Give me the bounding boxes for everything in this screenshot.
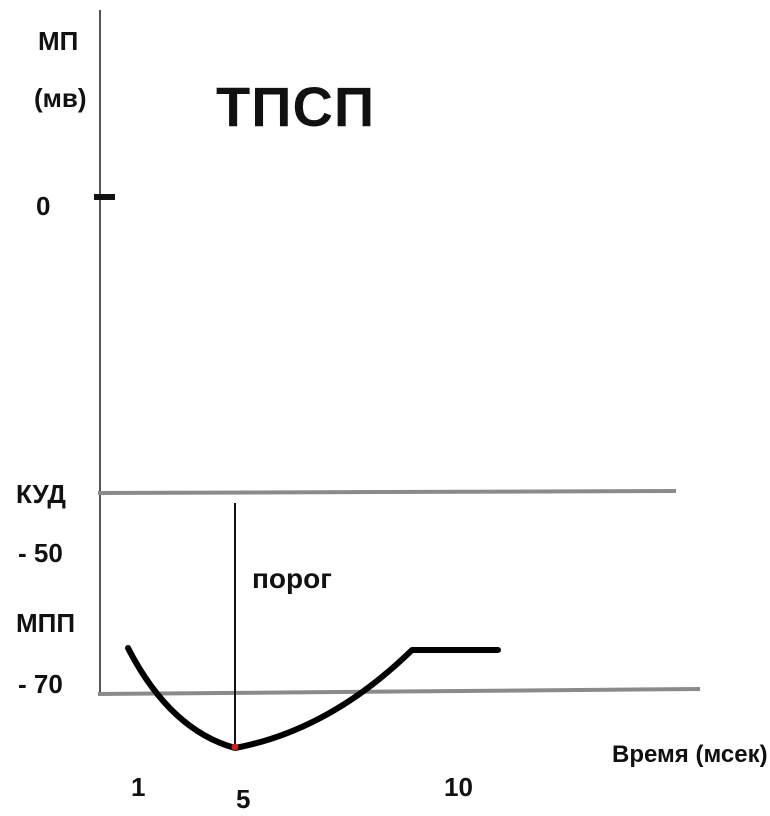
x-tick-label: 5 [236, 784, 250, 814]
threshold-line [97, 489, 677, 495]
y-axis-label: МП [38, 26, 78, 56]
peak-marker [231, 743, 239, 751]
threshold-annotation: порог [252, 563, 332, 594]
potential-curve [125, 645, 501, 751]
threshold-value-label: - 50 [18, 538, 63, 568]
x-tick-label: 10 [444, 772, 473, 802]
zero-label: 0 [36, 191, 50, 221]
resting-potential-line [97, 687, 701, 696]
threshold-name-label: КУД [16, 479, 66, 509]
rest-name-label: МПП [16, 608, 75, 638]
rest-value-label: - 70 [18, 669, 63, 699]
x-axis-label: Время (мсек) [612, 741, 768, 768]
y-axis-unit: (мв) [34, 83, 87, 113]
x-tick-label: 1 [131, 772, 145, 802]
diagram-title: ТПСП [216, 75, 375, 138]
